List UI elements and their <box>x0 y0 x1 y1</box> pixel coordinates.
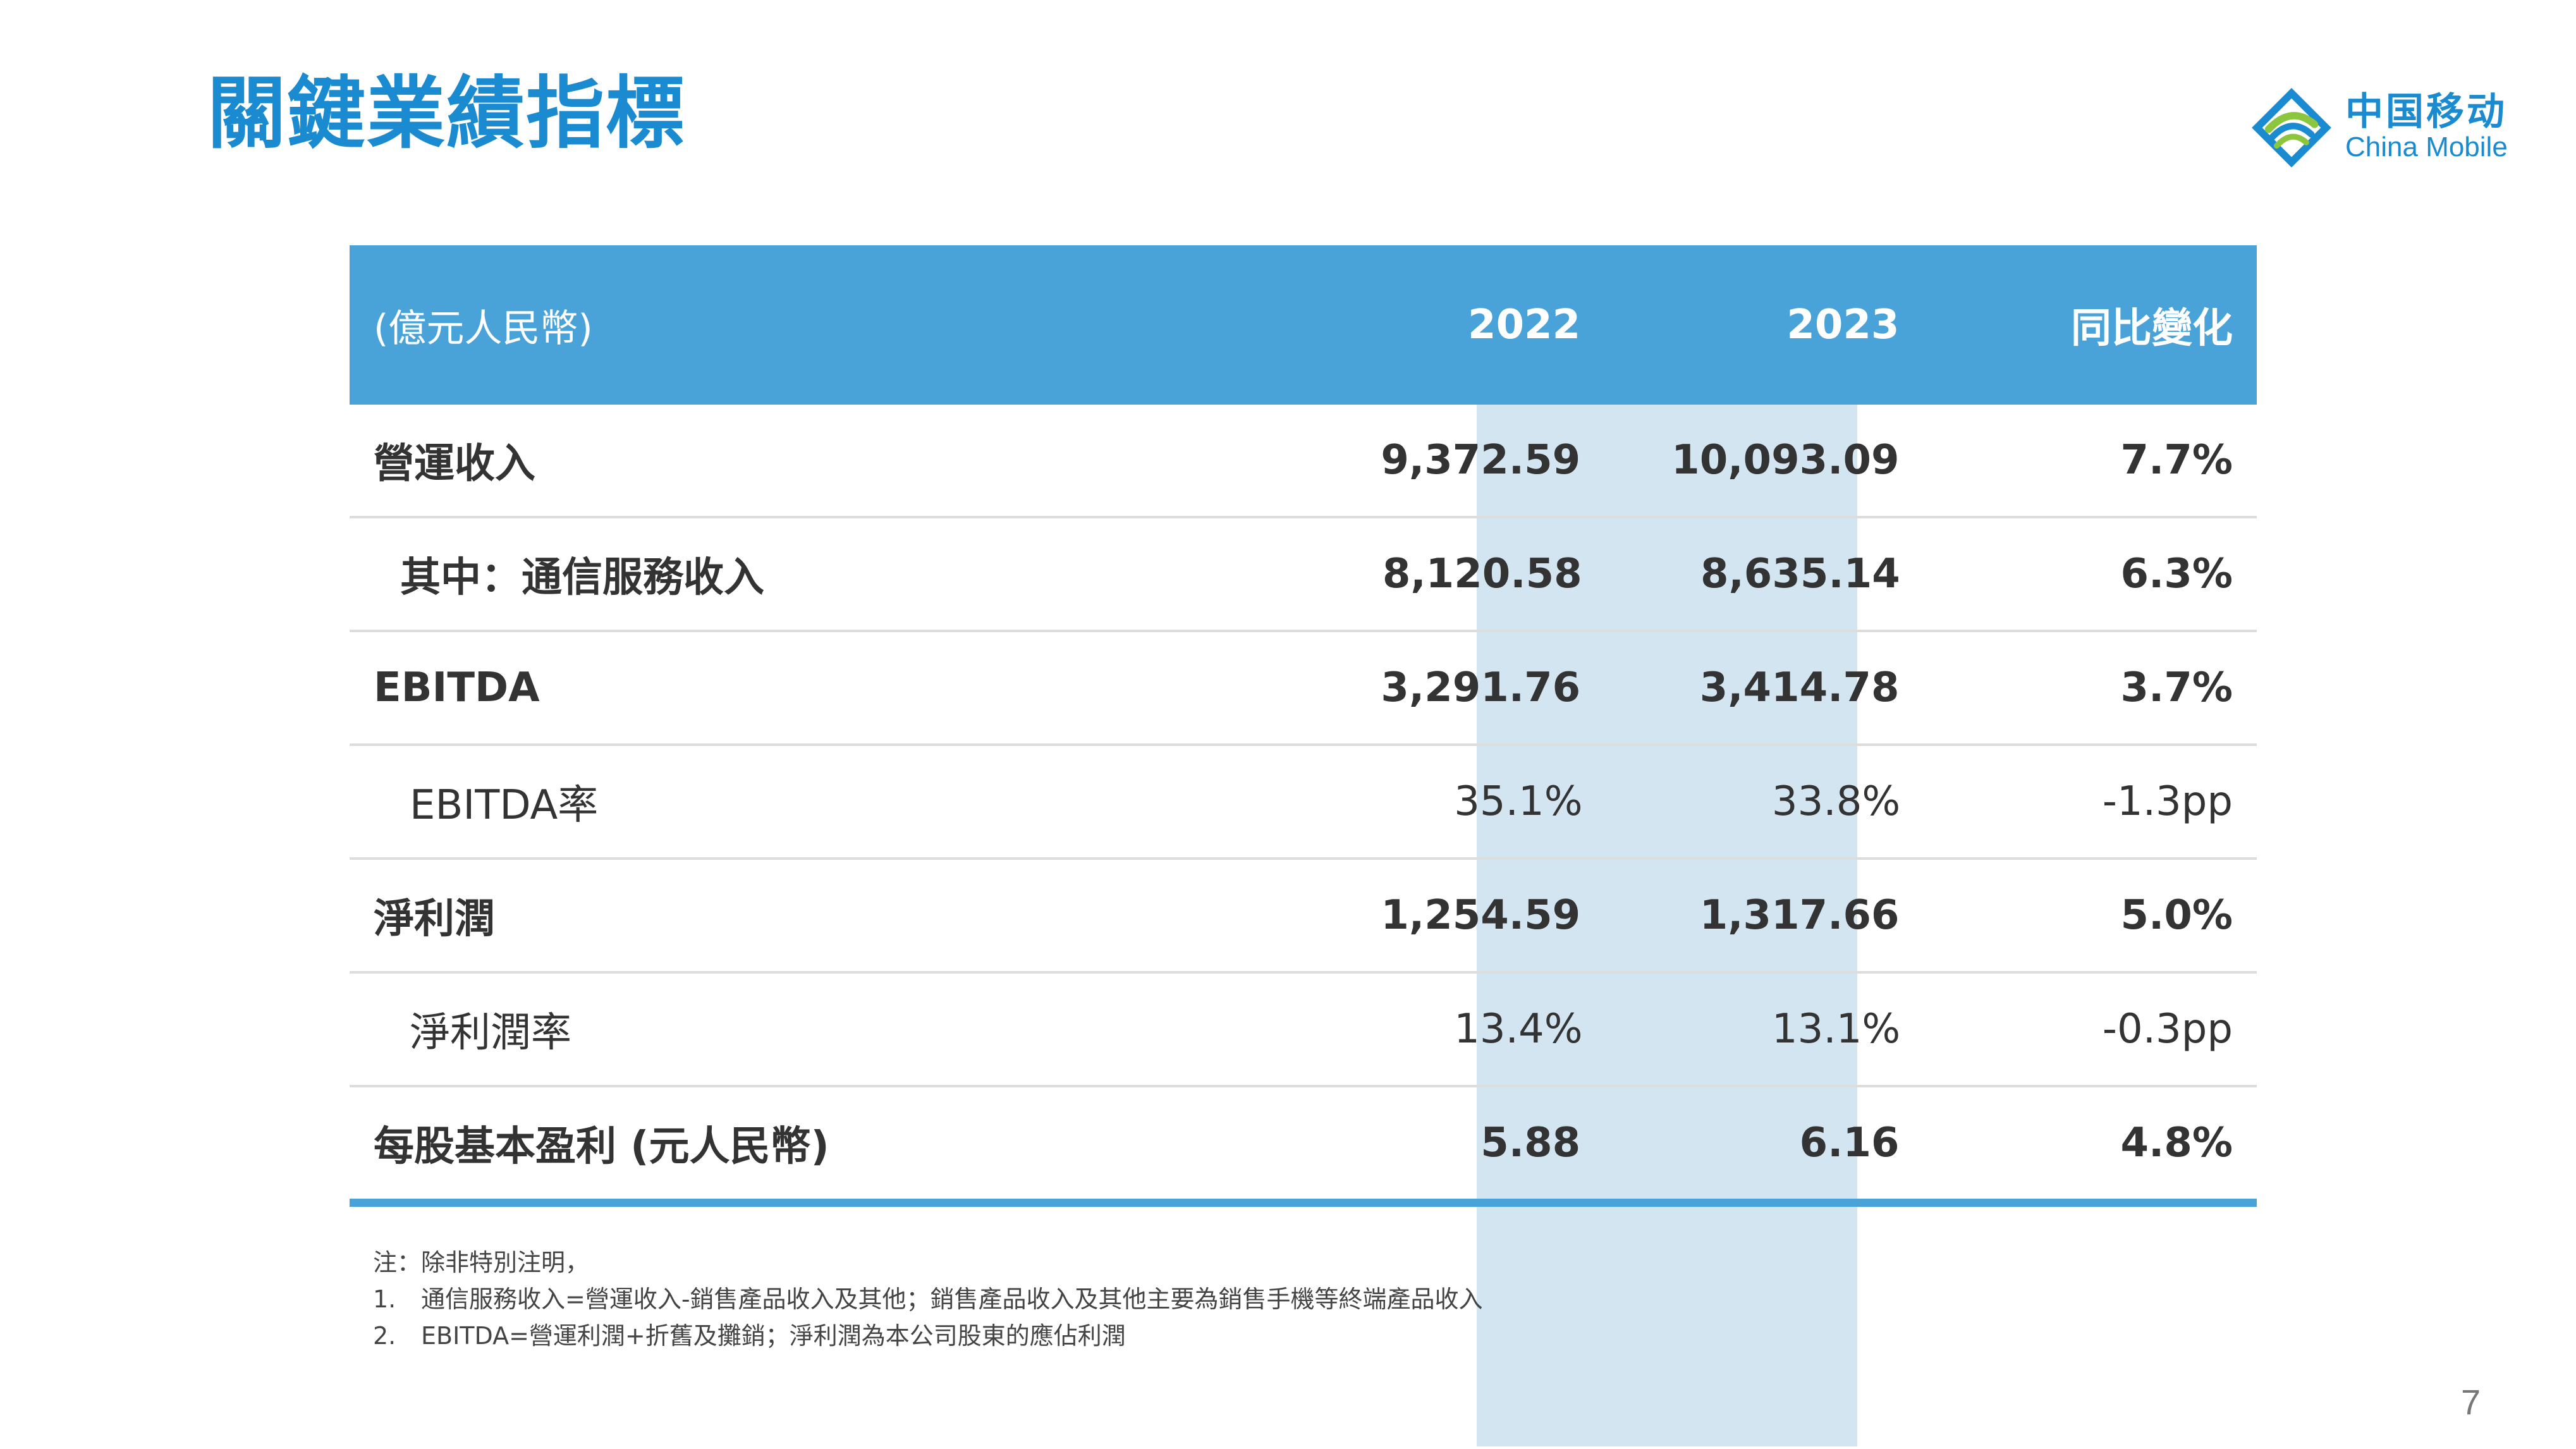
footnote-text: EBITDA=營運利潤+折舊及攤銷；淨利潤為本公司股東的應佔利潤 <box>421 1322 1126 1350</box>
kpi-table: (億元人民幣) 2022 2023 同比變化 營運收入 9,372.59 10,… <box>350 245 2257 1446</box>
cell-change: -0.3pp <box>2102 1006 2233 1053</box>
table-row: 淨利潤率 13.4% 13.1% -0.3pp <box>350 974 2257 1087</box>
table-row: EBITDA率 35.1% 33.8% -1.3pp <box>350 746 2257 860</box>
cell-2022: 1,254.59 <box>1381 892 1581 939</box>
cell-change: 4.8% <box>2120 1120 2233 1166</box>
cell-change: 7.7% <box>2120 437 2233 484</box>
page-title: 關鍵業績指標 <box>207 68 686 159</box>
table-row: 每股基本盈利 (元人民幣) 5.88 6.16 4.8% <box>350 1087 2257 1207</box>
cell-2022: 8,120.58 <box>1382 551 1582 597</box>
cell-2023: 13.1% <box>1771 1006 1901 1053</box>
footnote-text: 通信服務收入=營運收入-銷售產品收入及其他；銷售產品收入及其他主要為銷售手機等終… <box>421 1285 1483 1313</box>
cell-2023: 6.16 <box>1799 1120 1900 1166</box>
row-label: EBITDA <box>374 664 540 711</box>
cell-2022: 13.4% <box>1454 1006 1583 1053</box>
cell-2023: 10,093.09 <box>1671 437 1900 484</box>
footnote-item: 1. 通信服務收入=營運收入-銷售產品收入及其他；銷售產品收入及其他主要為銷售手機… <box>373 1281 1483 1318</box>
cell-2023: 1,317.66 <box>1699 892 1900 939</box>
highlight-column-2023 <box>1477 405 1857 1446</box>
cell-2022: 35.1% <box>1454 778 1583 825</box>
footnote-number: 2. <box>373 1322 396 1350</box>
cell-change: 6.3% <box>2120 551 2233 597</box>
row-label: EBITDA率 <box>410 782 599 829</box>
table-row: 淨利潤 1,254.59 1,317.66 5.0% <box>350 860 2257 974</box>
cell-2023: 33.8% <box>1771 778 1901 825</box>
cell-2022: 9,372.59 <box>1381 437 1581 484</box>
table-header-row: (億元人民幣) 2022 2023 同比變化 <box>350 245 2257 405</box>
footnotes: 注：除非特別注明， 1. 通信服務收入=營運收入-銷售產品收入及其他；銷售產品收入… <box>373 1244 1483 1354</box>
cell-2022: 5.88 <box>1480 1120 1581 1166</box>
cell-change: 5.0% <box>2120 892 2233 939</box>
cell-2022: 3,291.76 <box>1381 664 1581 711</box>
footnote-item: 2. EBITDA=營運利潤+折舊及攤銷；淨利潤為本公司股東的應佔利潤 <box>373 1318 1483 1354</box>
row-label: 營運收入 <box>374 441 535 487</box>
header-2022: 2022 <box>1468 302 1581 348</box>
row-label: 其中：通信服務收入 <box>400 554 764 601</box>
page-number: 7 <box>2461 1382 2481 1422</box>
footnote-number: 1. <box>373 1285 396 1313</box>
table-row: EBITDA 3,291.76 3,414.78 3.7% <box>350 632 2257 746</box>
header-unit: (億元人民幣) <box>374 306 593 351</box>
cell-2023: 8,635.14 <box>1700 551 1900 597</box>
table-row: 營運收入 9,372.59 10,093.09 7.7% <box>350 405 2257 518</box>
row-label: 每股基本盈利 (元人民幣) <box>374 1123 829 1170</box>
cell-change: 3.7% <box>2120 664 2233 711</box>
cell-2023: 3,414.78 <box>1699 664 1900 711</box>
footnote-intro: 注：除非特別注明， <box>373 1249 590 1276</box>
table-row: 其中：通信服務收入 8,120.58 8,635.14 6.3% <box>350 518 2257 632</box>
logo-english-text: China Mobile <box>2345 131 2508 163</box>
logo-chinese-text: 中国移动 <box>2345 90 2507 135</box>
row-label: 淨利潤 <box>374 896 495 943</box>
cell-change: -1.3pp <box>2102 778 2233 825</box>
header-2023: 2023 <box>1786 302 1900 348</box>
china-mobile-logo-icon <box>2252 88 2331 168</box>
row-label: 淨利潤率 <box>410 1010 571 1056</box>
header-change: 同比變化 <box>2071 305 2233 352</box>
china-mobile-logo: 中国移动 China Mobile <box>2250 83 2508 172</box>
